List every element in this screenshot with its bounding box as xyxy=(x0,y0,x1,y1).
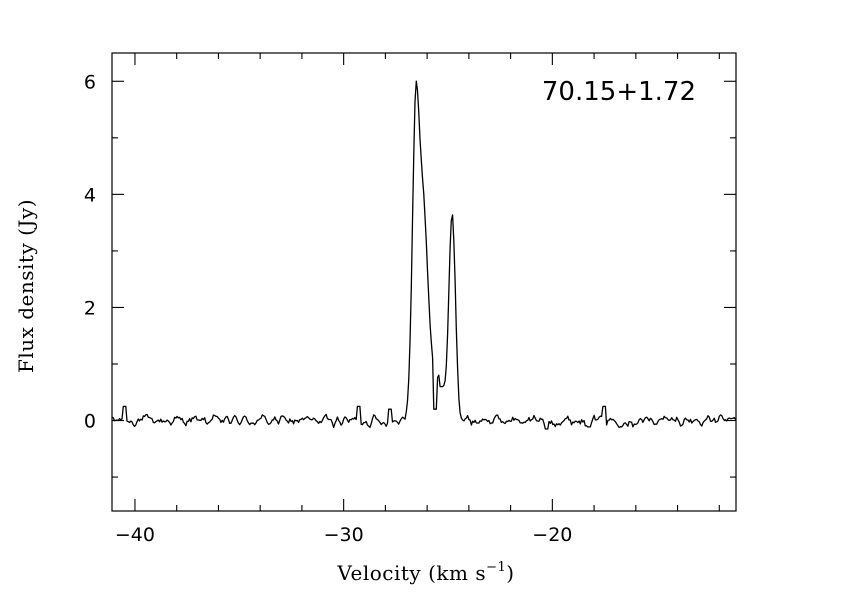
x-axis-label: Velocity (km s−1) xyxy=(336,560,514,585)
major-ticks xyxy=(112,53,736,511)
x-tick-labels: −40 −30 −20 xyxy=(115,524,573,546)
y-tick-label: 2 xyxy=(84,297,96,319)
x-axis-label-superscript: −1 xyxy=(486,560,506,575)
x-tick-label: −30 xyxy=(324,524,364,546)
x-tick-label: −40 xyxy=(115,524,155,546)
y-tick-label: 6 xyxy=(84,71,96,93)
x-tick-label: −20 xyxy=(532,524,572,546)
y-tick-label: 4 xyxy=(84,184,96,206)
y-tick-labels: 0 2 4 6 xyxy=(84,71,96,432)
y-axis-label: Flux density (Jy) xyxy=(14,199,38,373)
x-axis-label-close: ) xyxy=(506,561,514,585)
series-line xyxy=(111,80,737,430)
minor-ticks xyxy=(112,53,736,511)
x-axis-label-main: Velocity (km s xyxy=(336,561,486,585)
y-tick-label: 0 xyxy=(84,411,96,433)
source-annotation: 70.15+1.72 xyxy=(542,77,696,107)
plot-frame xyxy=(111,52,737,512)
